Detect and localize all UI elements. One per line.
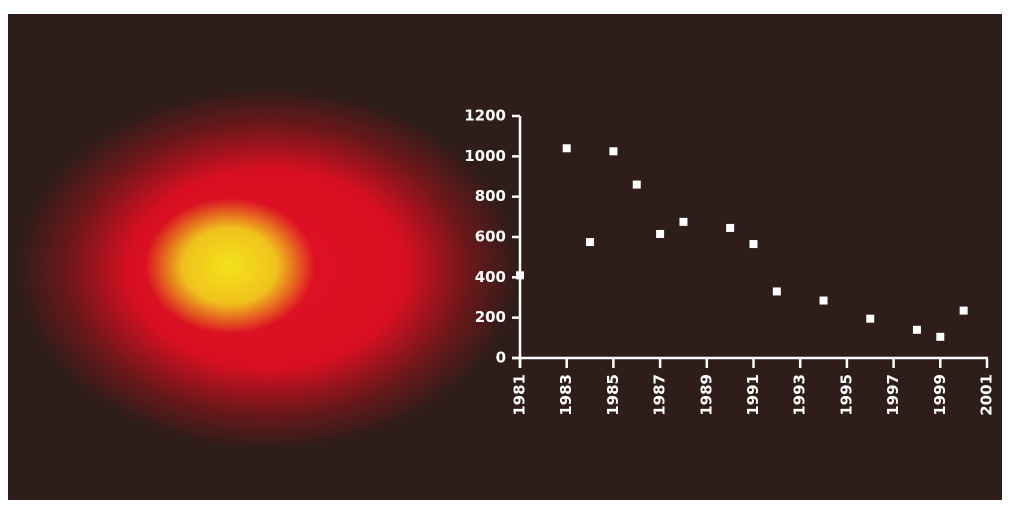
- point: [960, 307, 968, 315]
- x-tick-label: 1995: [837, 374, 855, 416]
- x-tick-label: 1983: [557, 374, 575, 416]
- point: [750, 240, 758, 248]
- y-tick-label: 200: [475, 308, 506, 326]
- point: [516, 271, 524, 279]
- y-tick-label: 400: [475, 268, 506, 286]
- point: [609, 147, 617, 155]
- x-tick-label: 1999: [931, 374, 949, 416]
- y-tick-label: 1000: [464, 147, 506, 165]
- point: [726, 224, 734, 232]
- point: [866, 315, 874, 323]
- x-tick-label: 1993: [791, 374, 809, 416]
- x-tick-label: 2001: [978, 374, 996, 416]
- page: 0 200 400 600 800 1000 1200 1981 1983 1985 1987 198…: [0, 0, 1010, 513]
- point: [913, 326, 921, 334]
- point: [633, 181, 641, 189]
- x-tick-label: 1981: [511, 374, 529, 416]
- x-tick-label: 1991: [744, 374, 762, 416]
- y-tick-label: 0: [496, 349, 506, 367]
- x-tick-label: 1987: [651, 374, 669, 416]
- point: [820, 297, 828, 305]
- x-tick-label: 1997: [884, 374, 902, 416]
- x-tick-label: 1985: [604, 374, 622, 416]
- y-tick-label: 1200: [464, 107, 506, 125]
- point: [586, 238, 594, 246]
- point: [563, 144, 571, 152]
- point: [656, 230, 664, 238]
- y-tick-label: 800: [475, 187, 506, 205]
- point: [773, 287, 781, 295]
- x-tick-label: 1989: [697, 374, 715, 416]
- y-tick-label: 600: [475, 228, 506, 246]
- chart: 0 200 400 600 800 1000 1200 1981 1983 1985 1987 198…: [0, 0, 1010, 513]
- point: [936, 333, 944, 341]
- point: [679, 218, 687, 226]
